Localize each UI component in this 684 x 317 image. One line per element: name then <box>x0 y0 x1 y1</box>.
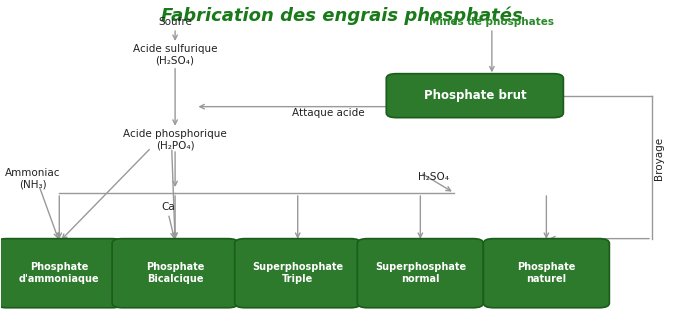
Text: Phosphate
Bicalcique: Phosphate Bicalcique <box>146 262 205 284</box>
FancyBboxPatch shape <box>357 239 484 308</box>
Text: Ammoniac
(NH₃): Ammoniac (NH₃) <box>5 168 60 190</box>
FancyBboxPatch shape <box>0 239 122 308</box>
Text: Phosphate
d'ammoniaque: Phosphate d'ammoniaque <box>19 262 100 284</box>
Text: Phosphate
naturel: Phosphate naturel <box>517 262 575 284</box>
Text: Phosphate brut: Phosphate brut <box>423 89 526 102</box>
Text: Ca: Ca <box>161 202 175 212</box>
FancyBboxPatch shape <box>235 239 360 308</box>
FancyBboxPatch shape <box>112 239 238 308</box>
Text: Mines de phosphates: Mines de phosphates <box>430 17 554 27</box>
Text: Acide sulfurique
(H₂SO₄): Acide sulfurique (H₂SO₄) <box>133 44 218 66</box>
FancyBboxPatch shape <box>386 74 564 118</box>
Text: Superphosphate
Triple: Superphosphate Triple <box>252 262 343 284</box>
Text: Broyage: Broyage <box>654 137 663 180</box>
Text: Soufre: Soufre <box>158 17 192 27</box>
Text: Acide phosphorique
(H₂PO₄): Acide phosphorique (H₂PO₄) <box>123 129 227 151</box>
Text: H₂SO₄: H₂SO₄ <box>419 172 449 182</box>
FancyBboxPatch shape <box>484 239 609 308</box>
Text: Fabrication des engrais phosphatés: Fabrication des engrais phosphatés <box>161 6 523 25</box>
Text: Superphosphate
normal: Superphosphate normal <box>375 262 466 284</box>
Text: Attaque acide: Attaque acide <box>292 108 365 118</box>
